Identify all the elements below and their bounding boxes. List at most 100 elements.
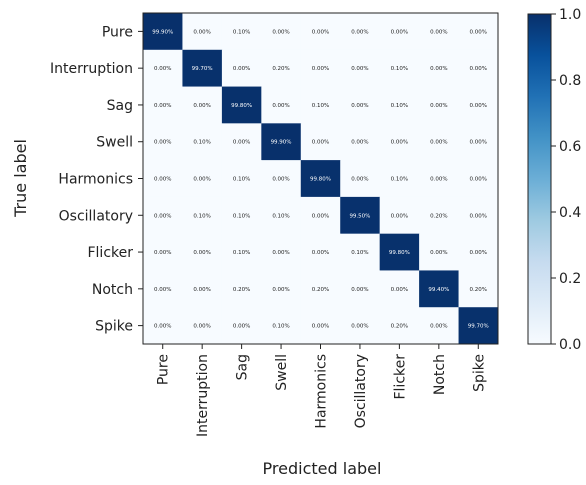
heatmap-cell — [379, 270, 420, 308]
heatmap-cell — [182, 307, 223, 345]
cell-value-label: 0.00% — [351, 29, 368, 35]
x-axis-ticks: Pure Interruption Sag Swell Harmonics Oscilla… — [156, 344, 487, 437]
colorbar-ticks: 0.0 0.2 0.4 0.6 0.8 1.0 — [551, 7, 581, 353]
heatmap-cell — [419, 86, 459, 124]
cell-value-label: 0.00% — [193, 324, 210, 330]
cell-value-label: 0.00% — [272, 29, 289, 35]
x-tick-label: Interruption — [195, 354, 211, 437]
y-tick-label: Oscillatory — [59, 208, 133, 224]
cell-value-label: 0.10% — [233, 177, 250, 183]
heatmap-cell — [261, 13, 302, 51]
cell-value-label: 0.00% — [430, 177, 447, 183]
y-axis-ticks: Pure Interruption Sag Swell Harmonics Oscilla… — [50, 24, 143, 335]
cell-value-label: 99.90% — [271, 140, 292, 146]
cell-value-label: 0.00% — [470, 103, 487, 109]
cell-value-label: 0.00% — [193, 287, 210, 293]
cell-value-label: 0.00% — [154, 103, 171, 109]
heatmap-cell — [300, 233, 341, 271]
heatmap-cell — [419, 233, 459, 271]
cell-value-label: 0.00% — [430, 66, 447, 72]
heatmap-cell — [340, 86, 381, 124]
cell-value-label: 0.00% — [470, 66, 487, 72]
cell-value-label: 0.00% — [430, 29, 447, 35]
x-tick-label: Swell — [274, 354, 290, 391]
x-tick-label: Notch — [432, 354, 448, 395]
heatmap-cell — [458, 233, 499, 271]
cell-value-label: 0.00% — [272, 103, 289, 109]
heatmap-cell — [379, 196, 420, 235]
cell-value-label: 99.40% — [428, 287, 449, 293]
y-tick-label: Swell — [96, 135, 133, 151]
heatmap-cell — [419, 123, 459, 161]
heatmap-cell — [143, 160, 183, 198]
cell-value-label: 99.80% — [231, 103, 252, 109]
heatmap-cell — [182, 13, 223, 51]
cell-value-label: 0.00% — [154, 324, 171, 330]
cell-value-label: 0.00% — [233, 140, 250, 146]
cell-value-label: 0.00% — [470, 177, 487, 183]
cell-value-label: 0.00% — [272, 287, 289, 293]
heatmap-cell — [419, 270, 459, 308]
heatmap-cell — [221, 49, 262, 87]
cell-value-label: 0.00% — [312, 66, 329, 72]
heatmap-cell — [379, 13, 420, 51]
cell-value-label: 0.00% — [154, 250, 171, 256]
heatmap-cell — [419, 307, 459, 345]
cell-value-label: 0.00% — [312, 324, 329, 330]
colorbar-tick-label: 0.8 — [559, 73, 581, 89]
cell-value-label: 0.10% — [351, 250, 368, 256]
heatmap-cell — [143, 196, 183, 235]
heatmap-cell — [221, 270, 262, 308]
heatmap-cell — [221, 160, 262, 198]
y-tick-label: Harmonics — [58, 172, 133, 188]
heatmap-cell — [221, 86, 262, 124]
heatmap-cell — [143, 13, 183, 51]
cell-value-label: 0.00% — [391, 287, 408, 293]
heatmap-cell — [300, 123, 341, 161]
cell-value-label: 0.10% — [272, 213, 289, 219]
cell-value-label: 0.10% — [391, 103, 408, 109]
cell-value-label: 0.00% — [193, 250, 210, 256]
heatmap-cell — [261, 233, 302, 271]
cell-value-label: 0.00% — [154, 66, 171, 72]
heatmap-cell — [379, 307, 420, 345]
heatmap-cell — [300, 13, 341, 51]
heatmap-cell — [419, 49, 459, 87]
heatmap-cell — [182, 49, 223, 87]
cell-value-label: 0.00% — [351, 103, 368, 109]
cell-value-label: 0.00% — [272, 250, 289, 256]
cell-value-label: 0.00% — [193, 103, 210, 109]
cell-value-label: 0.10% — [312, 103, 329, 109]
cell-value-label: 0.10% — [391, 177, 408, 183]
cell-value-label: 0.00% — [430, 324, 447, 330]
heatmap-cell — [340, 160, 381, 198]
cell-value-label: 0.00% — [154, 287, 171, 293]
cell-value-label: 0.00% — [272, 177, 289, 183]
heatmap-cell — [143, 307, 183, 345]
heatmap-cell — [300, 270, 341, 308]
heatmap-cell — [182, 86, 223, 124]
cell-value-label: 0.00% — [154, 213, 171, 219]
heatmap-cell — [458, 196, 499, 235]
y-tick-label: Spike — [95, 319, 133, 335]
cell-value-label: 0.10% — [233, 213, 250, 219]
cell-value-label: 0.00% — [312, 29, 329, 35]
cell-value-label: 0.00% — [351, 140, 368, 146]
y-tick-label: Sag — [107, 98, 133, 114]
y-tick-label: Flicker — [87, 245, 133, 261]
colorbar-tick-label: 0.6 — [559, 139, 581, 155]
cell-value-label: 0.10% — [391, 66, 408, 72]
heatmap-cell — [419, 160, 459, 198]
heatmap-cell — [458, 13, 499, 51]
heatmap-cell — [300, 49, 341, 87]
cell-value-label: 99.70% — [192, 66, 213, 72]
cell-value-label: 0.00% — [233, 66, 250, 72]
heatmap-cells — [143, 13, 499, 345]
heatmap-cell — [458, 86, 499, 124]
heatmap-cell — [300, 160, 341, 198]
heatmap-cell — [340, 270, 381, 308]
cell-value-label: 0.00% — [312, 140, 329, 146]
cell-value-label: 0.10% — [233, 29, 250, 35]
heatmap-cell — [143, 49, 183, 87]
